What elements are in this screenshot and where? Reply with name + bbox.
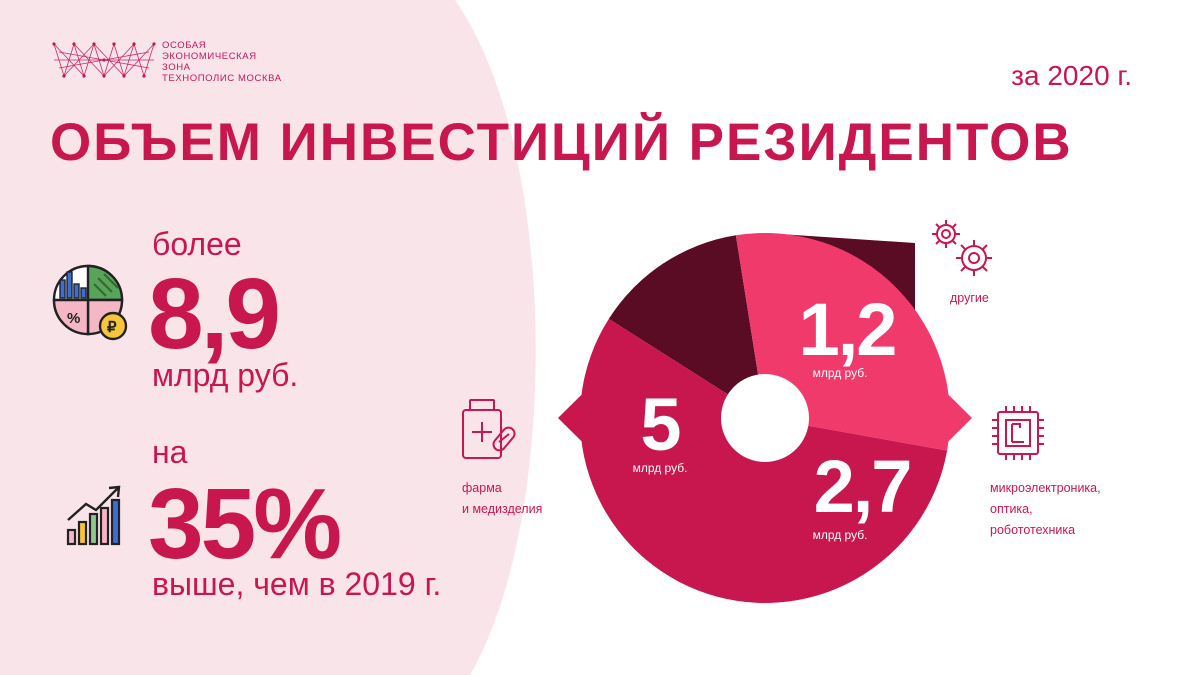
legend-pharma-line: и медизделия [462, 502, 543, 516]
growth-value: 35% [148, 468, 342, 580]
pie-center-hole [721, 374, 809, 462]
logo-line: Особая [162, 40, 207, 51]
period-label: за 2020 г. [1011, 60, 1132, 91]
chart-pie-ruble-icon: % ₽ [52, 264, 128, 341]
pie-value-label: 1,2 [799, 288, 896, 371]
legend-pharma: фарма и медизделия [462, 478, 542, 520]
logo-line: зона [162, 62, 191, 73]
growth-suffix: выше, чем в 2019 г. [152, 566, 442, 602]
logo-mark [52, 42, 156, 78]
pie-slice-arrow [558, 392, 584, 444]
pie-value-label: 2,7 [814, 445, 911, 528]
total-prefix: более [152, 226, 242, 262]
logo-line: экономическая [162, 51, 257, 62]
legend-other: другие [950, 288, 989, 309]
microchip-icon [992, 406, 1044, 460]
pie-unit-label: млрд руб. [633, 461, 688, 475]
pie-slice-arrow [946, 392, 972, 444]
page-title: ОБЪЕМ ИНВЕСТИЦИЙ РЕЗИДЕНТОВ [50, 113, 1073, 172]
legend-micro: микроэлектроника, оптика, робототехника [990, 478, 1101, 541]
gears-icon [932, 220, 992, 276]
growth-prefix: на [152, 434, 188, 470]
growth-bars-icon [66, 485, 121, 546]
legend-micro-line: оптика, [990, 502, 1033, 516]
total-value: 8,9 [148, 258, 281, 370]
pie-unit-label: млрд руб. [813, 528, 868, 542]
total-suffix: млрд руб. [152, 357, 299, 393]
legend-pharma-line: фарма [462, 481, 502, 495]
pie-slice [608, 235, 765, 418]
logo-text: Особая экономическая зона Технополис Мос… [162, 40, 282, 84]
pie-value-label: 5 [640, 383, 680, 466]
legend-micro-line: микроэлектроника, [990, 481, 1101, 495]
medicine-bottle-icon [462, 399, 516, 459]
logo-line: Технополис Москва [162, 73, 282, 84]
svg-text:₽: ₽ [107, 319, 117, 336]
pie-unit-label: млрд руб. [813, 366, 868, 380]
svg-text:%: % [67, 310, 80, 327]
legend-other-line: другие [950, 291, 989, 305]
legend-micro-line: робототехника [990, 523, 1076, 537]
